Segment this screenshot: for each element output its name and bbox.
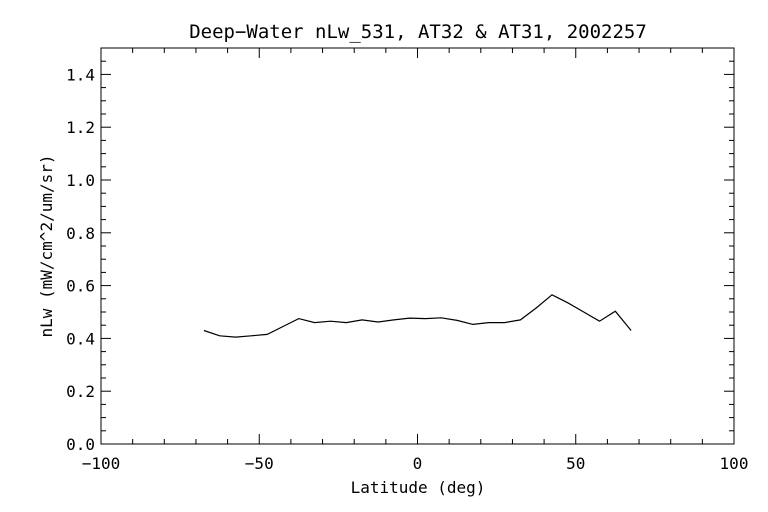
series-line <box>203 294 632 338</box>
x-tick-labels: −100 −50 0 50 100 <box>82 454 749 473</box>
chart-title: Deep−Water nLw_531, AT32 & AT31, 2002257 <box>189 21 647 43</box>
axis-ticks <box>100 47 735 445</box>
x-tick-label: 50 <box>566 454 585 473</box>
y-tick-label: 1.2 <box>66 118 95 137</box>
x-tick-label: −50 <box>245 454 274 473</box>
y-tick-label: 0.8 <box>66 224 95 243</box>
y-tick-label: 0.2 <box>66 382 95 401</box>
y-tick-label: 0.0 <box>66 435 95 454</box>
plot-frame <box>100 47 735 445</box>
x-tick-label: 100 <box>720 454 749 473</box>
x-tick-label: 0 <box>413 454 423 473</box>
x-axis-label: Latitude (deg) <box>351 478 486 497</box>
series-group <box>203 294 632 338</box>
y-tick-labels: 0.0 0.2 0.4 0.6 0.8 1.0 1.2 1.4 <box>66 65 95 454</box>
y-tick-label: 0.6 <box>66 277 95 296</box>
y-tick-label: 0.4 <box>66 329 95 348</box>
y-tick-label: 1.4 <box>66 65 95 84</box>
y-tick-label: 1.0 <box>66 171 95 190</box>
y-axis-label: nLw (mW/cm^2/um/sr) <box>37 154 56 337</box>
x-tick-label: −100 <box>82 454 121 473</box>
